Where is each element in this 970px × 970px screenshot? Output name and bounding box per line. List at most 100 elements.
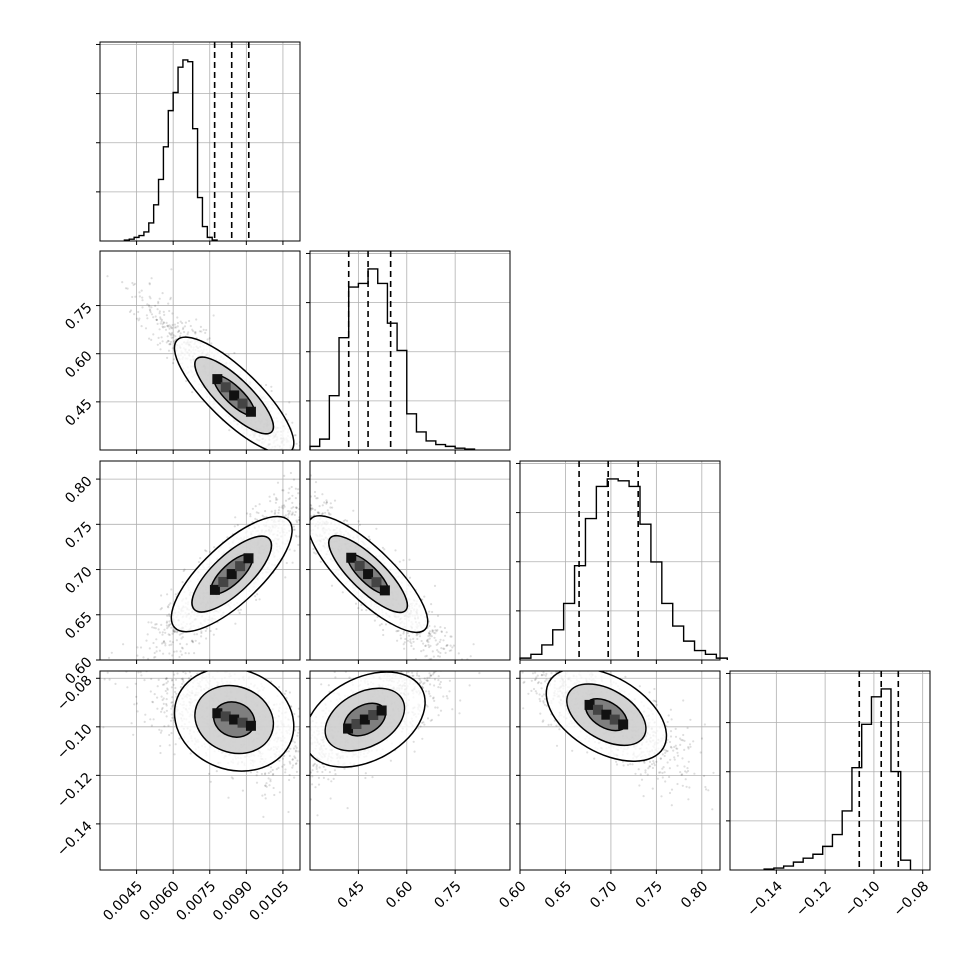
sample-point	[276, 498, 279, 501]
sample-point	[360, 603, 363, 607]
sample-point	[306, 505, 308, 507]
sample-point	[234, 516, 237, 519]
sample-point	[280, 506, 284, 509]
sample-point	[142, 649, 144, 651]
sample-point	[323, 487, 325, 489]
sample-point	[160, 642, 164, 645]
sample-point	[295, 762, 298, 765]
sample-point	[170, 707, 173, 710]
sample-point	[303, 447, 305, 449]
sample-point	[428, 610, 431, 613]
sample-point	[163, 683, 166, 686]
sample-point	[346, 487, 348, 489]
sample-point	[175, 650, 178, 653]
pair-panel-1-2	[260, 460, 511, 664]
sample-point	[296, 503, 298, 505]
sample-point	[311, 501, 313, 503]
sample-point	[273, 474, 275, 476]
sample-point	[328, 500, 330, 502]
sample-point	[280, 451, 282, 453]
sample-point	[260, 483, 262, 485]
sample-point	[185, 379, 188, 383]
sample-point	[303, 717, 305, 719]
sample-point	[298, 665, 300, 667]
sample-point	[174, 690, 177, 694]
sample-point	[204, 629, 207, 633]
sample-point	[297, 728, 300, 731]
sample-point	[406, 631, 409, 635]
sample-point	[304, 506, 306, 508]
sample-point	[160, 320, 163, 323]
sample-point	[141, 299, 144, 302]
hist-panel-3	[726, 670, 931, 874]
sample-point	[160, 594, 163, 597]
sample-point	[270, 389, 273, 393]
contour-level-0	[170, 515, 293, 633]
sample-point	[294, 487, 297, 490]
sample-point	[168, 324, 171, 327]
pair-panel-0-2	[96, 460, 321, 664]
sample-point	[303, 764, 305, 766]
sample-point	[186, 333, 189, 336]
histogram-0	[123, 59, 218, 241]
sample-point	[301, 480, 303, 482]
sample-point	[457, 652, 460, 655]
sample-point	[436, 614, 440, 618]
sample-point	[306, 433, 308, 435]
sample-point	[306, 691, 308, 693]
sample-point	[365, 609, 368, 612]
sample-point	[440, 647, 443, 650]
sample-point	[169, 602, 172, 605]
sample-point	[329, 513, 332, 516]
sample-point	[278, 791, 281, 794]
sample-point	[246, 512, 249, 515]
sample-point	[325, 502, 328, 505]
sample-point	[262, 815, 265, 819]
sample-point	[402, 630, 405, 633]
sample-point	[429, 634, 432, 637]
sample-point	[301, 471, 303, 473]
sample-point	[182, 569, 185, 573]
sample-point	[241, 789, 244, 792]
sample-point	[182, 680, 185, 683]
sample-point	[171, 657, 173, 659]
sample-point	[255, 598, 258, 602]
sample-point	[273, 467, 275, 469]
sample-point	[431, 630, 434, 633]
sample-point	[360, 608, 363, 612]
sample-point	[317, 492, 319, 494]
sample-point	[301, 739, 303, 741]
sample-point	[312, 482, 314, 484]
sample-point	[319, 477, 321, 479]
sample-point	[271, 773, 274, 776]
sample-point	[152, 718, 155, 721]
sample-point	[142, 662, 144, 664]
sample-point	[152, 333, 155, 336]
sample-point	[409, 638, 412, 641]
sample-point	[430, 603, 433, 606]
sample-point	[138, 317, 141, 320]
sample-point	[301, 489, 303, 491]
sample-point	[162, 310, 165, 313]
sample-point	[450, 635, 453, 638]
sample-point	[136, 654, 139, 657]
sample-point	[437, 650, 440, 653]
sample-point	[310, 507, 314, 510]
sample-point	[290, 453, 292, 455]
sample-point	[161, 340, 164, 343]
sample-point	[168, 620, 171, 623]
sample-point	[424, 644, 427, 647]
sample-point	[155, 638, 158, 641]
sample-point	[209, 780, 212, 783]
sample-point	[290, 456, 292, 458]
sample-point	[285, 561, 288, 565]
sample-point	[305, 511, 307, 513]
sample-point	[155, 318, 158, 321]
sample-point	[185, 643, 188, 646]
sample-point	[168, 309, 171, 313]
sample-point	[322, 781, 324, 783]
histogram-1	[309, 268, 476, 450]
sample-point	[150, 621, 153, 624]
sample-point	[418, 635, 422, 638]
